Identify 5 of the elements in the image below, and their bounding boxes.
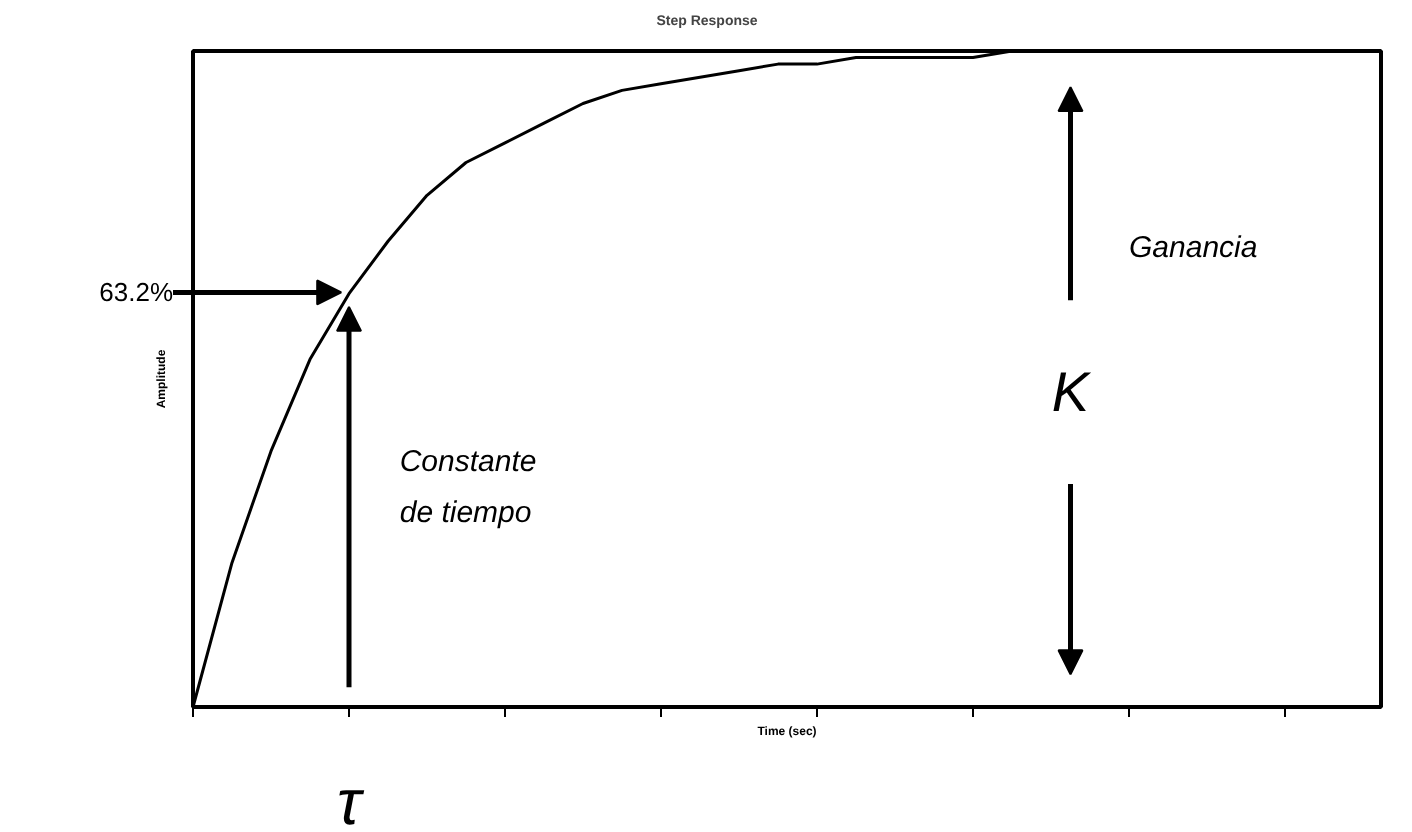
annotation: K <box>1051 361 1092 424</box>
annotation: Constante de tiempo <box>399 444 537 530</box>
text: τ <box>337 766 366 832</box>
annotation: Ganancia <box>1129 230 1258 265</box>
text: 63.2% <box>99 277 174 308</box>
